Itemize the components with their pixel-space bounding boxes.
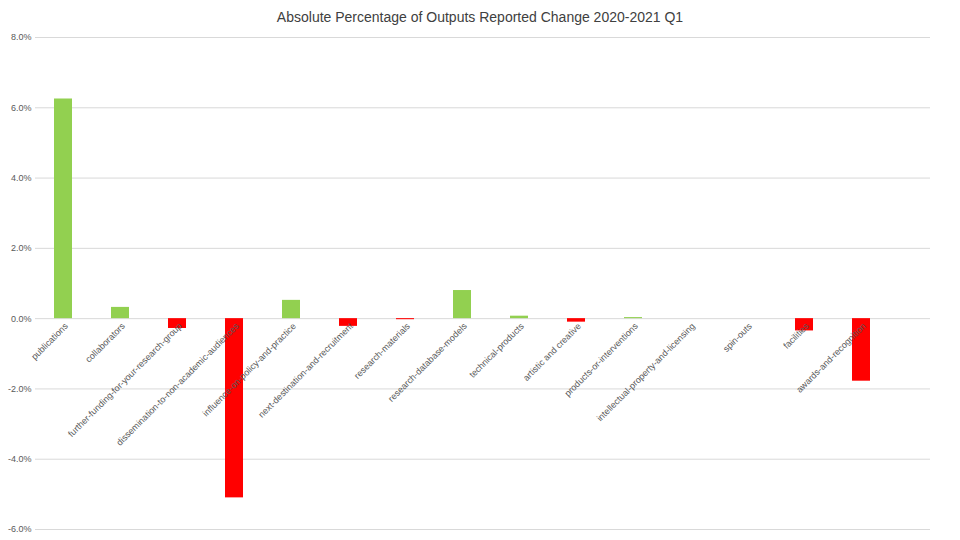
html-text:Absolute Percentage of Outputs: Absolute Percentage of Outputs Reported … [276, 9, 684, 25]
svg-text:collaborators: collaborators [83, 321, 127, 365]
svg-text:awards-and-recognition: awards-and-recognition [794, 321, 868, 395]
svg-text:4.0%: 4.0% [11, 173, 32, 183]
svg-text:products-or-interventions: products-or-interventions [562, 321, 640, 399]
svg-text:next-destination-and-recruitme: next-destination-and-recruitment [256, 321, 355, 420]
svg-text:technical-products: technical-products [467, 321, 526, 380]
svg-text:further-funding-for-your-resea: further-funding-for-your-research-group [66, 321, 184, 439]
svg-text:publications: publications [29, 321, 70, 362]
svg-text:6.0%: 6.0% [11, 103, 32, 113]
svg-text:dissemination-to-non-academic-: dissemination-to-non-academic-audiences [114, 321, 241, 448]
svg-text:research-materials: research-materials [352, 321, 412, 381]
svg-text:influence-on-policy-and-practi: influence-on-policy-and-practice [201, 321, 298, 418]
svg-text:artistic and creative: artistic and creative [521, 321, 583, 383]
svg-text:8.0%: 8.0% [11, 32, 32, 42]
svg-text:facilities: facilities [781, 321, 811, 351]
svg-text:-4.0%: -4.0% [8, 454, 32, 464]
svg-text:2.0%: 2.0% [11, 243, 32, 253]
svg-text:research-database-models: research-database-models [386, 321, 469, 404]
svg-text:-6.0%: -6.0% [8, 524, 32, 534]
svg-text:intellectual-property-and-lice: intellectual-property-and-licensing [595, 321, 697, 423]
svg-text:spin-outs: spin-outs [721, 321, 754, 354]
svg-text:0.0%: 0.0% [11, 314, 32, 324]
svg-text:-2.0%: -2.0% [8, 384, 32, 394]
